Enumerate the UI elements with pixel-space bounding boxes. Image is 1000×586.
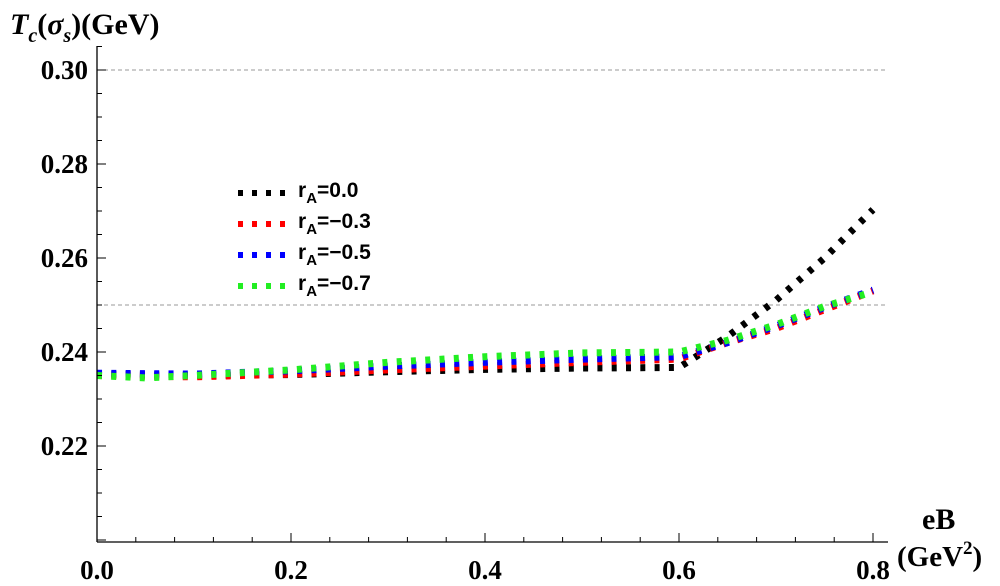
series-line-0 [96,207,876,380]
y-axis-title-sub: c [28,25,37,47]
legend-label-2: rA=−0.5 [298,241,371,269]
y-axis-title-sigma: σ [47,8,64,41]
x-axis-title-unit-open: (GeV [897,541,963,573]
x-tick-label: 0.8 [856,555,890,585]
y-tick-label: 0.28 [41,149,88,179]
legend-label-3: rA=−0.7 [298,272,371,300]
x-axis-title-unit: (GeV2) [897,538,982,573]
y-axis-title: Tc(σs)(GeV) [10,8,159,47]
x-tick-label: 0.2 [274,555,308,585]
y-axis-title-paren: ( [37,8,47,41]
series-line-2 [96,286,875,378]
x-tick-label: 0.6 [662,555,696,585]
y-tick-label: 0.24 [41,337,88,367]
legend: rA=0.0 rA=−0.3 rA=−0.5 rA=−0.7 [238,179,371,300]
y-axis-title-sigma-sub: s [62,25,71,47]
x-tick-label: 0.0 [80,555,114,585]
series-line-3 [96,288,875,382]
series-lines [96,207,876,382]
gridlines [97,69,888,306]
x-axis-title-unit-close: ) [973,541,983,573]
x-axis-title-unit-sup: 2 [963,538,973,559]
tick-labels: 0.22 0.24 0.26 0.28 0.30 0.0 0.2 0.4 0.6 0.8 [41,55,890,585]
y-tick-label: 0.22 [41,431,88,461]
legend-label-1: rA=−0.3 [298,210,371,238]
x-axis-title-main: eB [922,503,955,536]
ticks [96,46,874,542]
axes [96,46,888,543]
y-axis-title-unit: )(GeV) [71,8,159,41]
y-tick-label: 0.26 [41,243,88,273]
y-axis-title-main: T [10,8,30,41]
y-tick-label: 0.30 [41,55,88,85]
x-tick-label: 0.4 [468,555,502,585]
legend-label-0: rA=0.0 [298,179,359,207]
